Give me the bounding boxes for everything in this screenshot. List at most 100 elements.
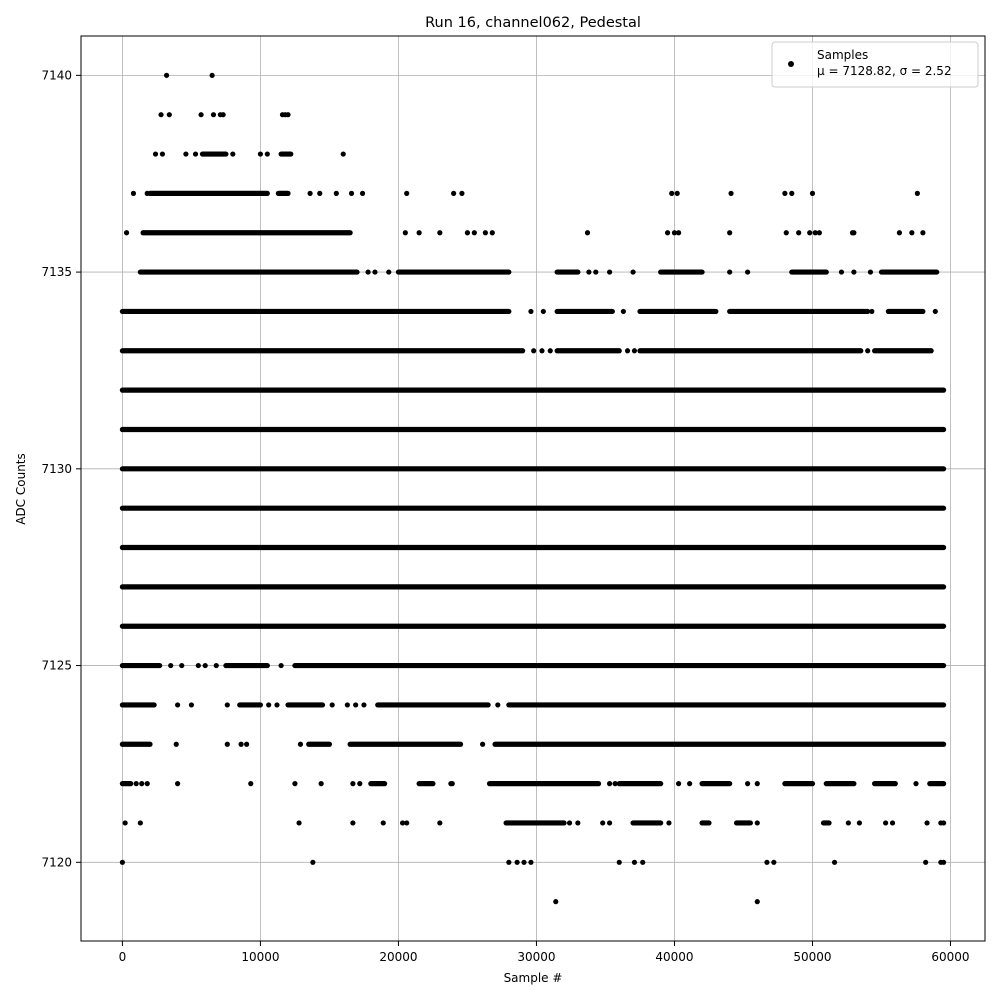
data-point (179, 662, 185, 669)
data-point (402, 230, 408, 236)
data-point (292, 781, 298, 787)
data-point (329, 702, 335, 708)
data-point (348, 190, 355, 196)
legend: Samples μ = 7128.82, σ = 2.52 (771, 41, 979, 88)
data-point (372, 269, 378, 275)
data-point (350, 820, 356, 826)
data-point (257, 151, 264, 157)
data-point (266, 702, 272, 708)
data-point (676, 230, 682, 236)
data-point (195, 662, 201, 669)
data-point (867, 269, 874, 275)
data-point (856, 820, 863, 826)
data-point (620, 308, 627, 315)
data-point (851, 269, 857, 275)
data-point (357, 781, 363, 787)
data-point (274, 702, 280, 708)
data-point (889, 820, 896, 826)
y-tick-label: 7130 (41, 462, 72, 476)
data-point (350, 781, 356, 787)
data-point (584, 230, 591, 236)
data-point (224, 741, 230, 747)
data-point (831, 859, 838, 865)
axes-frame (80, 35, 986, 942)
x-tick-label: 40000 (655, 950, 693, 964)
data-point (482, 230, 488, 236)
data-point (365, 269, 371, 275)
data-point (285, 112, 291, 118)
data-point (416, 230, 422, 236)
data-point (310, 859, 316, 865)
data-point (175, 781, 181, 787)
data-point (940, 859, 947, 865)
data-point (404, 190, 410, 196)
data-point (745, 781, 751, 787)
data-point (386, 269, 392, 275)
data-point (361, 702, 367, 708)
data-point (816, 230, 822, 236)
data-point (612, 781, 618, 787)
data-point (318, 781, 324, 787)
data-point (220, 112, 226, 118)
data-point (296, 820, 302, 826)
data-point (202, 662, 208, 669)
x-axis-ticks: 0 10000 20000 30000 40000 50000 60000 (119, 941, 970, 964)
legend-label-name: Samples (817, 48, 868, 62)
data-point (404, 820, 410, 826)
data-point (144, 781, 150, 787)
legend-box (771, 41, 979, 88)
data-point (175, 702, 181, 708)
data-point (230, 151, 236, 157)
data-point (188, 702, 195, 708)
data-point (676, 781, 682, 787)
x-tick-label: 20000 (379, 950, 417, 964)
data-point (437, 820, 443, 826)
data-point (631, 859, 638, 865)
data-point (640, 859, 646, 865)
data-point (198, 112, 204, 118)
data-point (163, 72, 170, 78)
data-point (480, 741, 486, 747)
x-tick-label: 50000 (793, 950, 831, 964)
data-point (913, 781, 919, 787)
data-point (144, 190, 150, 196)
data-point (539, 348, 545, 354)
data-point (914, 190, 920, 196)
data-point (210, 112, 217, 118)
data-point (158, 112, 164, 118)
data-point (865, 348, 871, 354)
data-point (159, 151, 166, 157)
data-point (173, 741, 179, 747)
data-point (575, 820, 581, 826)
data-point (600, 820, 606, 826)
x-tick-label: 0 (119, 950, 127, 964)
data-point (674, 190, 680, 196)
data-point (812, 230, 818, 236)
data-point (896, 230, 903, 236)
data-point (789, 190, 795, 196)
data-point (449, 781, 455, 787)
data-point (264, 151, 270, 157)
x-tick-label: 10000 (241, 950, 279, 964)
x-tick-label: 60000 (931, 950, 969, 964)
data-point (909, 230, 915, 236)
data-point (317, 190, 323, 196)
data-point (224, 702, 230, 708)
data-point (122, 820, 128, 826)
data-point (540, 308, 546, 315)
data-point (845, 820, 851, 826)
data-point (616, 859, 622, 865)
data-point (139, 781, 145, 787)
data-point (531, 348, 537, 354)
data-point (851, 230, 857, 236)
data-point (666, 820, 672, 826)
legend-marker (788, 61, 794, 67)
data-point (238, 741, 244, 747)
chart-title: Run 16, channel062, Pedestal (425, 15, 641, 31)
y-tick-label: 7140 (41, 68, 72, 82)
data-point (754, 820, 760, 826)
data-point (123, 230, 130, 236)
